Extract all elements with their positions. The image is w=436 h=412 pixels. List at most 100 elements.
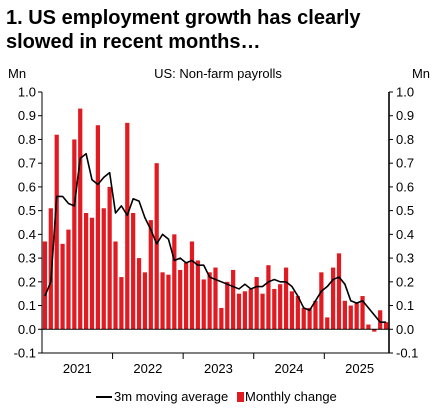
x-tick-label-year: 2023 <box>204 361 233 376</box>
y-tick-label-left: 0.4 <box>18 227 36 242</box>
bar-monthly-change <box>160 272 165 330</box>
y-tick-label-left: 0.7 <box>18 156 36 171</box>
bar-monthly-change <box>113 241 118 330</box>
y-tick-label-right: 0.4 <box>396 227 414 242</box>
bar-monthly-change <box>354 303 359 330</box>
bar-monthly-change <box>236 293 242 330</box>
bar-monthly-change <box>83 213 89 330</box>
y-tick-label-right: 0.3 <box>396 251 414 266</box>
bar-monthly-change <box>72 139 77 330</box>
legend: 3m moving average Monthly change <box>96 389 337 404</box>
bar-monthly-change <box>148 220 153 330</box>
bar-monthly-change <box>207 272 212 330</box>
y-tick-label-left: 0.5 <box>18 203 36 218</box>
bar-monthly-change <box>42 241 48 330</box>
bar-monthly-change <box>48 208 53 330</box>
bar-monthly-change <box>254 277 259 330</box>
y-tick-label-left: -0.1 <box>14 346 36 361</box>
bar-monthly-change <box>325 317 330 330</box>
y-tick-label-left: 1.0 <box>18 85 36 100</box>
series-line-3m-moving-average <box>44 152 387 323</box>
y-tick-label-left: 0.0 <box>18 322 36 337</box>
bar-monthly-change <box>278 284 283 330</box>
y-tick-label-right: 1.0 <box>396 85 414 100</box>
bar-monthly-change <box>189 241 195 330</box>
bar-monthly-change <box>219 307 224 330</box>
bar-monthly-change <box>348 305 353 330</box>
bar-monthly-change <box>178 269 183 330</box>
y-tick-label-right: 0.7 <box>396 156 414 171</box>
chart-title: 1. US employment growth has clearly slow… <box>6 6 430 54</box>
y-axis-right-unit: Mn <box>412 66 430 81</box>
bars-layer <box>42 108 389 332</box>
legend-bar-swatch <box>237 392 244 402</box>
bar-monthly-change <box>60 243 65 330</box>
bar-monthly-change <box>213 267 218 330</box>
axes-layer <box>38 91 393 359</box>
bar-monthly-change <box>266 265 271 330</box>
bar-monthly-change <box>183 262 189 330</box>
bar-monthly-change <box>319 272 324 330</box>
bar-monthly-change <box>131 213 136 330</box>
x-tick-label-year: 2025 <box>345 361 374 376</box>
bar-monthly-change <box>307 307 312 330</box>
y-axis-left-unit: Mn <box>8 66 26 81</box>
bar-monthly-change <box>89 217 95 330</box>
bar-monthly-change <box>342 300 347 330</box>
bar-monthly-change <box>231 269 236 330</box>
bar-monthly-change <box>272 288 277 330</box>
bar-monthly-change <box>378 310 383 330</box>
x-tick-labels: 2021 2022 2023 2024 2025 <box>63 361 374 376</box>
bar-monthly-change <box>195 260 200 330</box>
y-tick-label-left: 0.6 <box>18 179 36 194</box>
legend-label-moving-average: 3m moving average <box>114 389 228 404</box>
bar-monthly-change <box>360 296 365 330</box>
bar-monthly-change <box>66 229 71 330</box>
bar-monthly-change <box>166 274 171 330</box>
bar-monthly-change <box>372 329 377 332</box>
chart-title-line-1: 1. US employment growth has clearly <box>6 7 361 29</box>
bar-monthly-change <box>172 234 177 330</box>
chart-title-line-2: slowed in recent months… <box>6 31 261 53</box>
bar-monthly-change <box>242 291 248 330</box>
bar-monthly-change <box>366 324 371 330</box>
line-layer <box>44 152 387 323</box>
y-tick-label-left: 0.1 <box>18 298 36 313</box>
x-tick-label-year: 2022 <box>133 361 162 376</box>
bar-monthly-change <box>283 267 289 330</box>
y-tick-labels: 1.0 1.0 0.9 0.9 0.8 0.8 0.7 0.7 0.6 0.6 0.5 0.5 0.4 0… <box>14 85 419 361</box>
bar-monthly-change <box>125 122 130 330</box>
y-tick-label-right: 0.1 <box>396 298 414 313</box>
y-tick-label-left: 0.3 <box>18 251 36 266</box>
bar-monthly-change <box>101 208 106 330</box>
x-tick-label-year: 2021 <box>63 361 92 376</box>
x-tick-label-year: 2024 <box>275 361 304 376</box>
bar-monthly-change <box>201 279 206 330</box>
chart-subtitle: US: Non-farm payrolls <box>154 66 282 81</box>
bar-monthly-change <box>154 163 159 330</box>
y-tick-label-right: 0.2 <box>396 274 414 289</box>
bar-monthly-change <box>313 300 318 330</box>
y-tick-label-right: 0.6 <box>396 179 414 194</box>
bar-monthly-change <box>54 134 59 330</box>
y-tick-label-right: 0.5 <box>396 203 414 218</box>
bar-monthly-change <box>289 291 295 330</box>
bar-monthly-change <box>295 296 300 330</box>
bar-monthly-change <box>225 281 230 330</box>
legend-label-monthly-change: Monthly change <box>245 389 337 404</box>
bar-monthly-change <box>95 125 100 330</box>
y-tick-label-left: 0.8 <box>18 132 36 147</box>
bar-monthly-change <box>119 277 124 330</box>
bar-monthly-change <box>142 272 148 330</box>
bar-monthly-change <box>336 253 342 330</box>
y-tick-label-right: 0.9 <box>396 108 414 123</box>
bar-monthly-change <box>260 293 265 330</box>
bar-monthly-change <box>136 258 142 330</box>
y-tick-label-right: 0.0 <box>396 322 414 337</box>
y-tick-label-right: 0.8 <box>396 132 414 147</box>
y-tick-label-right: -0.1 <box>396 346 418 361</box>
y-tick-label-left: 0.9 <box>18 108 36 123</box>
bar-monthly-change <box>248 288 253 330</box>
bar-monthly-change <box>383 322 389 330</box>
